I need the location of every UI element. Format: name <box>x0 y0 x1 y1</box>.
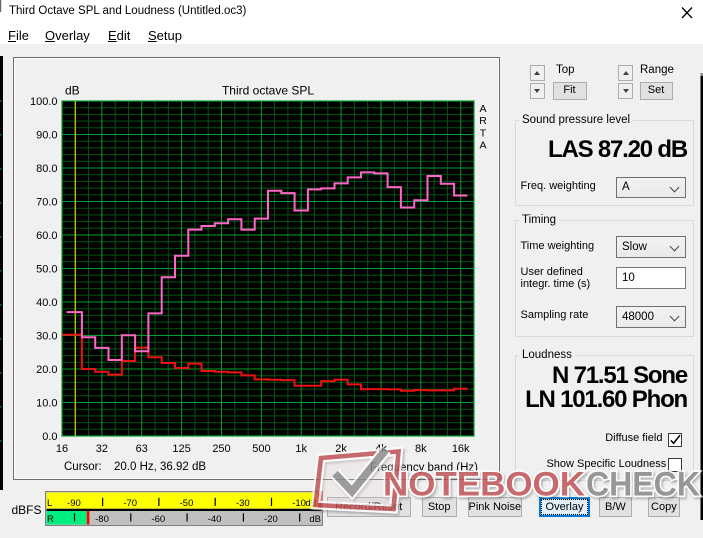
svg-text:30.0: 30.0 <box>36 331 57 343</box>
svg-text:80.0: 80.0 <box>36 163 57 175</box>
svg-text:0.0: 0.0 <box>42 431 57 443</box>
svg-text:-10: -10 <box>292 498 306 509</box>
svg-text:R: R <box>479 115 487 127</box>
svg-text:32: 32 <box>96 443 108 455</box>
svg-text:-60: -60 <box>151 514 165 525</box>
svg-text:20.0 Hz, 36.92 dB: 20.0 Hz, 36.92 dB <box>114 461 206 473</box>
svg-text:-40: -40 <box>208 514 222 525</box>
svg-text:500: 500 <box>252 443 270 455</box>
svg-text:1k: 1k <box>295 443 307 455</box>
svg-text:16: 16 <box>56 443 68 455</box>
svg-text:dB: dB <box>65 84 80 98</box>
svg-text:A: A <box>479 103 486 115</box>
svg-text:-70: -70 <box>123 498 137 509</box>
svg-text:CHECK: CHECK <box>586 466 700 504</box>
svg-text:-20: -20 <box>264 514 278 525</box>
svg-text:70.0: 70.0 <box>36 197 57 209</box>
svg-text:-90: -90 <box>67 498 81 509</box>
svg-text:-50: -50 <box>180 498 194 509</box>
svg-text:100.0: 100.0 <box>30 96 58 108</box>
svg-text:125: 125 <box>172 443 190 455</box>
svg-text:NOTEBOOK: NOTEBOOK <box>383 466 585 504</box>
svg-text:60.0: 60.0 <box>36 230 57 242</box>
svg-text:10.0: 10.0 <box>36 398 57 410</box>
svg-text:250: 250 <box>212 443 230 455</box>
svg-text:-30: -30 <box>236 498 250 509</box>
svg-text:R: R <box>47 514 54 525</box>
svg-text:63: 63 <box>136 443 148 455</box>
svg-text:8k: 8k <box>415 443 427 455</box>
svg-text:A: A <box>479 140 486 152</box>
svg-text:Third octave SPL: Third octave SPL <box>222 84 314 98</box>
svg-text:Cursor:: Cursor: <box>64 461 102 473</box>
svg-text:40.0: 40.0 <box>36 297 57 309</box>
svg-text:L: L <box>47 498 52 509</box>
svg-text:50.0: 50.0 <box>36 264 57 276</box>
svg-text:16k: 16k <box>452 443 470 455</box>
svg-text:-80: -80 <box>95 514 109 525</box>
svg-text:20.0: 20.0 <box>36 364 57 376</box>
svg-text:T: T <box>480 127 487 139</box>
svg-text:dB: dB <box>309 514 321 525</box>
svg-text:90.0: 90.0 <box>36 130 57 142</box>
